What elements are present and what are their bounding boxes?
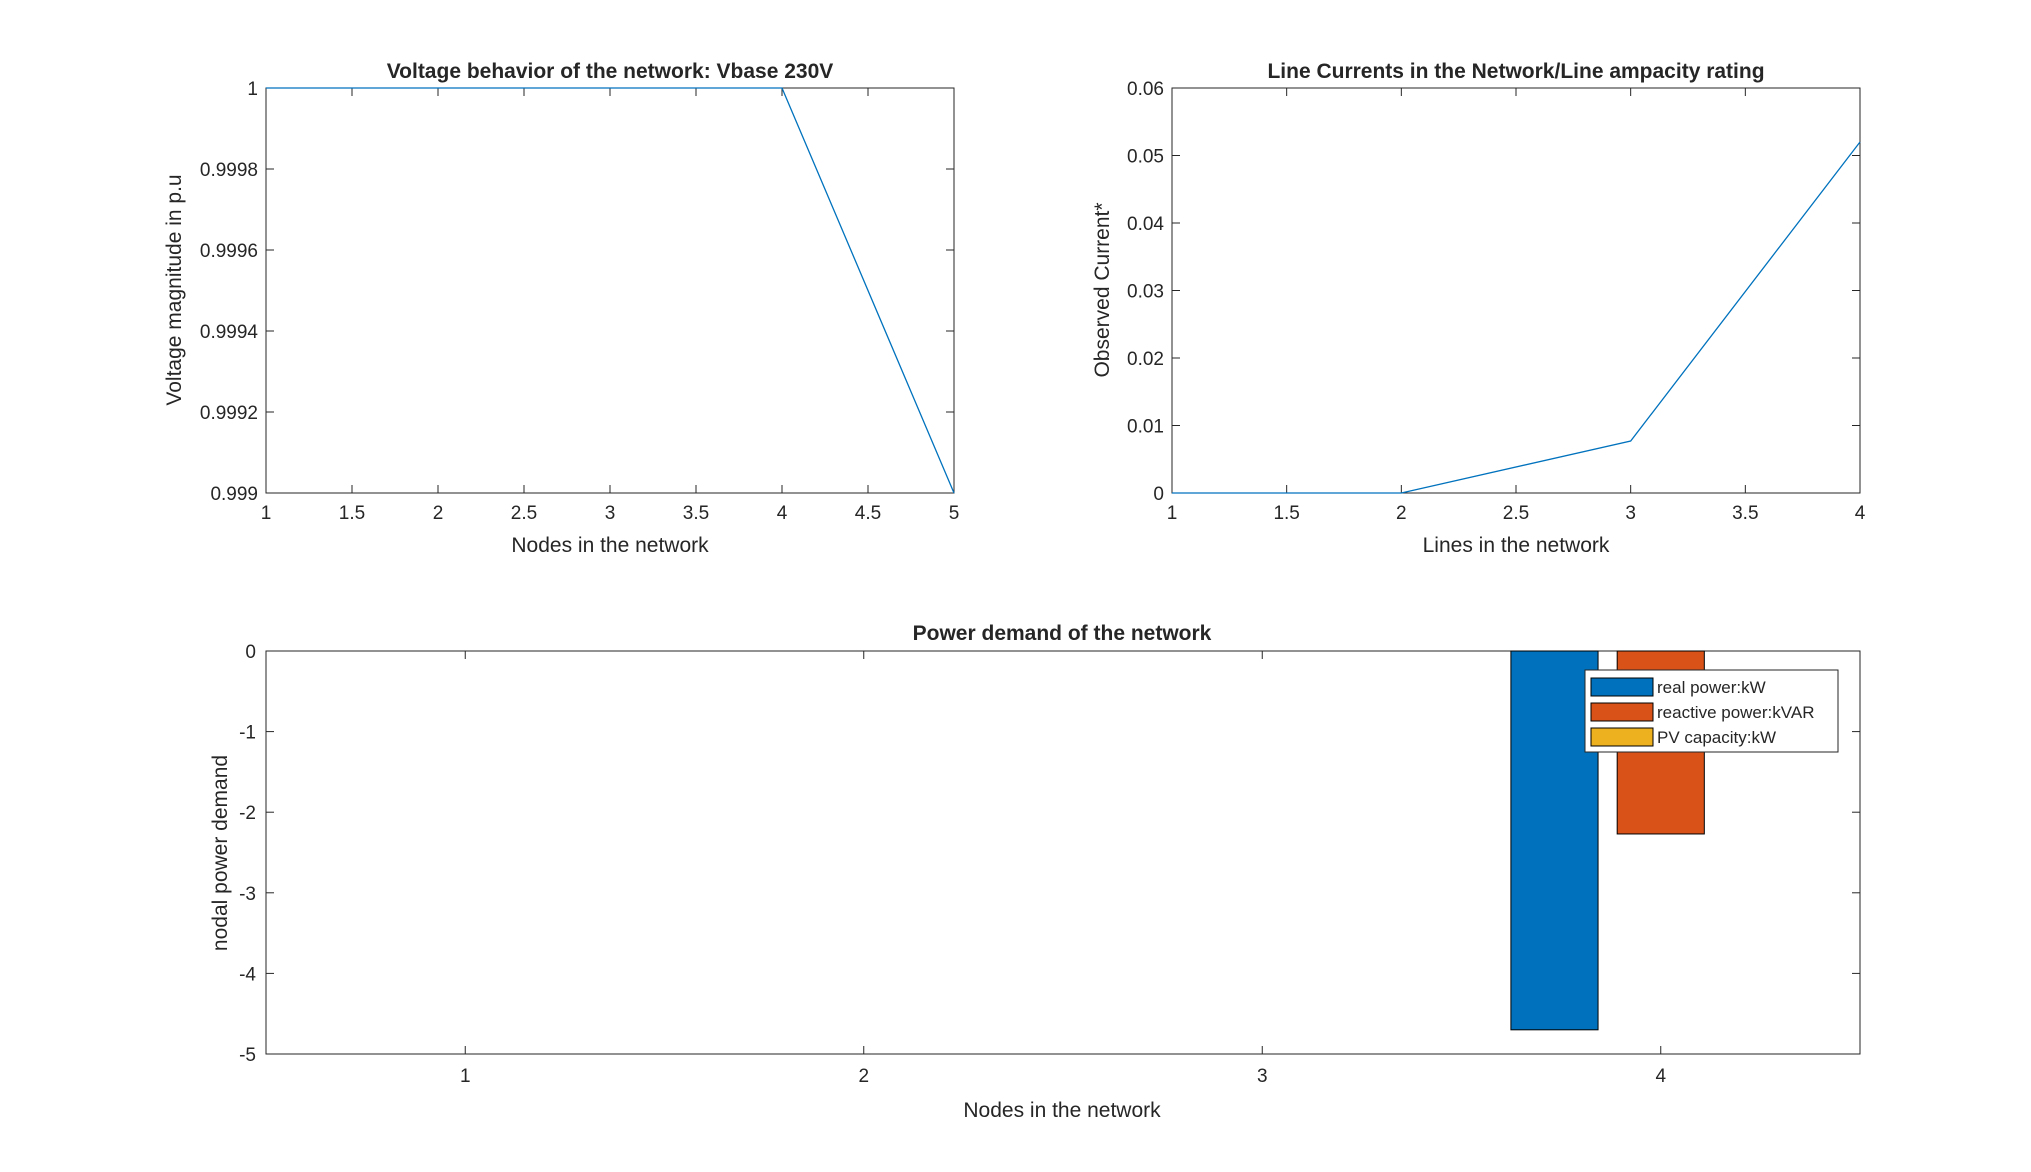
voltage-axes-box xyxy=(265,87,955,494)
power-bar xyxy=(1510,650,1599,1031)
current-series-line xyxy=(1172,141,1861,494)
voltage-xtick-label: 5 xyxy=(949,503,960,524)
voltage-plot-title: Voltage behavior of the network: Vbase 2… xyxy=(387,60,834,83)
current-ytick-label: 0.03 xyxy=(1127,282,1164,303)
power-legend-label: PV capacity:kW xyxy=(1657,728,1776,747)
current-ytick-label: 0.05 xyxy=(1127,147,1164,168)
power-ytick-label: -5 xyxy=(239,1045,256,1066)
power-ytick-label: 0 xyxy=(245,642,256,663)
current-plot-ylabel: Observed Current* xyxy=(1091,202,1114,377)
power-legend-swatch xyxy=(1590,677,1654,697)
power-plot: Power demand of the network Nodes in the… xyxy=(209,622,1861,1122)
power-xtick-label: 3 xyxy=(1257,1066,1268,1087)
power-ytick-label: -4 xyxy=(239,964,256,985)
current-xtick-label: 1 xyxy=(1167,503,1178,524)
voltage-ytick-label: 0.9996 xyxy=(200,241,258,262)
voltage-xtick-label: 2 xyxy=(433,503,444,524)
voltage-xtick-label: 4.5 xyxy=(855,503,881,524)
voltage-plot-ylabel: Voltage magnitude in p.u xyxy=(163,174,186,405)
power-plot-title: Power demand of the network xyxy=(913,622,1212,645)
current-plot-xlabel: Lines in the network xyxy=(1423,534,1610,557)
voltage-xtick-label: 1 xyxy=(261,503,272,524)
voltage-xtick-label: 3 xyxy=(605,503,616,524)
current-ytick-label: 0.02 xyxy=(1127,349,1164,370)
current-xtick-label: 4 xyxy=(1855,503,1866,524)
voltage-xtick-label: 2.5 xyxy=(511,503,537,524)
power-xtick-label: 2 xyxy=(858,1066,869,1087)
voltage-ytick-label: 0.9998 xyxy=(200,160,258,181)
voltage-ytick-label: 1 xyxy=(247,79,258,100)
current-xtick-label: 3.5 xyxy=(1732,503,1758,524)
power-ytick-label: -1 xyxy=(239,723,256,744)
voltage-ytick-label: 0.9992 xyxy=(200,403,258,424)
current-xtick-label: 2.5 xyxy=(1503,503,1529,524)
power-xtick-label: 1 xyxy=(460,1066,471,1087)
current-ytick-label: 0.01 xyxy=(1127,417,1164,438)
current-plot: Line Currents in the Network/Line ampaci… xyxy=(1091,60,1866,557)
power-ytick-label: -3 xyxy=(239,884,256,905)
power-plot-ylabel: nodal power demand xyxy=(209,755,232,951)
current-plot-title: Line Currents in the Network/Line ampaci… xyxy=(1267,60,1764,83)
current-xtick-label: 2 xyxy=(1396,503,1407,524)
voltage-ytick-label: 0.999 xyxy=(210,484,258,505)
power-plot-xlabel: Nodes in the network xyxy=(963,1099,1161,1122)
power-legend: real power:kW reactive power:kVAR PV capac… xyxy=(1584,669,1839,753)
current-xtick-label: 3 xyxy=(1625,503,1636,524)
current-ytick-label: 0 xyxy=(1153,484,1164,505)
current-axes-box xyxy=(1171,87,1861,494)
voltage-xtick-label: 1.5 xyxy=(339,503,365,524)
current-ytick-label: 0.06 xyxy=(1127,79,1164,100)
current-xtick-label: 1.5 xyxy=(1273,503,1299,524)
power-legend-swatch xyxy=(1590,702,1654,722)
power-xtick-label: 4 xyxy=(1655,1066,1666,1087)
power-legend-swatch xyxy=(1590,727,1654,747)
power-legend-label: reactive power:kVAR xyxy=(1657,703,1814,722)
power-legend-label: real power:kW xyxy=(1657,678,1766,697)
voltage-xtick-label: 4 xyxy=(777,503,788,524)
voltage-plot: Voltage behavior of the network: Vbase 2… xyxy=(163,60,959,557)
voltage-plot-xlabel: Nodes in the network xyxy=(511,534,709,557)
current-ytick-label: 0.04 xyxy=(1127,214,1164,235)
voltage-ytick-label: 0.9994 xyxy=(200,322,259,343)
voltage-series-line xyxy=(266,87,955,494)
power-ytick-label: -2 xyxy=(239,803,256,824)
voltage-xtick-label: 3.5 xyxy=(683,503,709,524)
